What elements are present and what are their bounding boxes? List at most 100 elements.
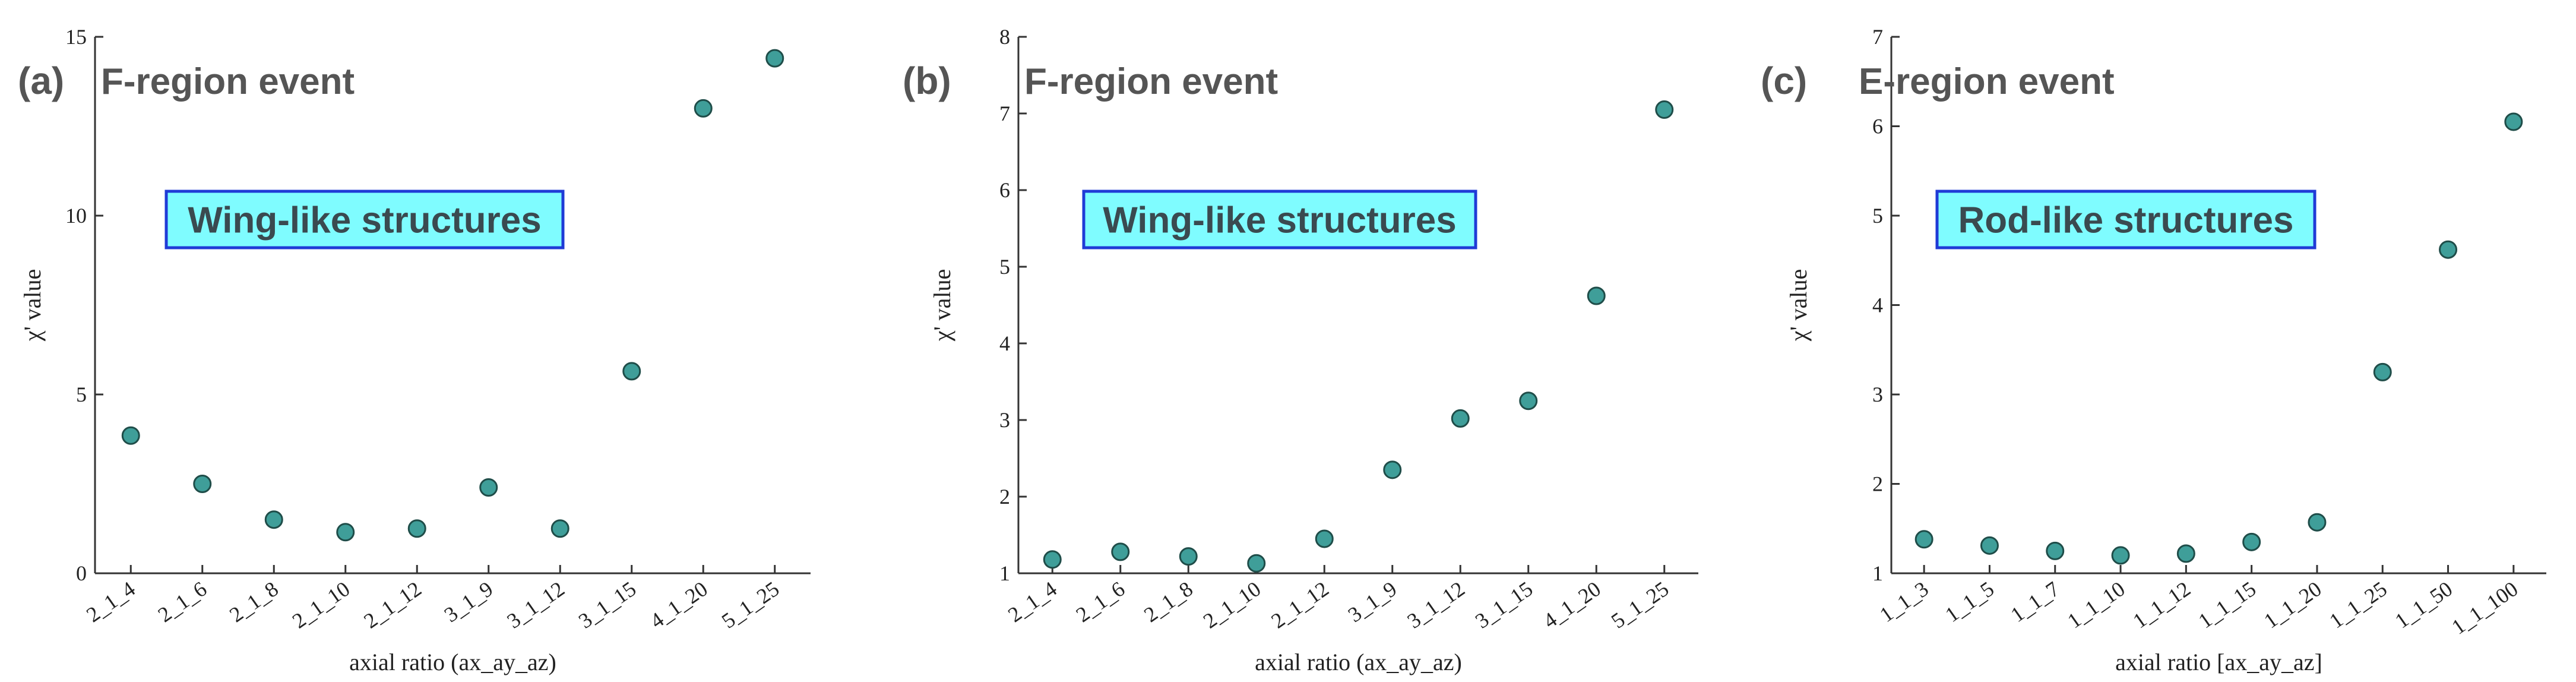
x-tick-label: 2_1_4 bbox=[82, 577, 140, 627]
data-point bbox=[1980, 536, 1999, 555]
y-axis-title: χ' value bbox=[19, 269, 46, 342]
data-point bbox=[1315, 529, 1334, 548]
data-point bbox=[1587, 286, 1606, 305]
y-tick-label: 2 bbox=[999, 485, 1010, 509]
x-tick-label: 3_1_12 bbox=[1403, 577, 1469, 633]
chart-panel-2: 1 2 3 4 5 6 7 8 2_1_4 2_1_6 2_1_8 2_1_10 2_1_12 3_1_9… bbox=[903, 25, 1698, 675]
x-axis-title: axial ratio [ax_ay_az] bbox=[2115, 649, 2322, 675]
x-tick-label: 2_1_4 bbox=[1004, 577, 1061, 627]
data-point bbox=[2504, 112, 2523, 131]
y-tick-label: 3 bbox=[999, 408, 1010, 432]
y-tick-label: 5 bbox=[999, 255, 1010, 279]
y-tick-label: 5 bbox=[1872, 204, 1883, 228]
x-tick-label: 1_1_5 bbox=[1941, 577, 1998, 627]
data-point bbox=[336, 523, 355, 542]
x-tick-label: 2_1_12 bbox=[1267, 577, 1333, 633]
data-point bbox=[479, 478, 498, 497]
data-point bbox=[1655, 100, 1674, 119]
x-tick-label: 3_1_12 bbox=[502, 577, 568, 633]
data-point bbox=[2176, 544, 2195, 563]
y-tick-label: 15 bbox=[65, 25, 87, 49]
annotation-text: Wing-like structures bbox=[1103, 200, 1456, 241]
data-point bbox=[2439, 240, 2458, 259]
y-axis-title: χ' value bbox=[929, 269, 955, 342]
data-point bbox=[1111, 542, 1130, 561]
x-tick-label: 2_1_10 bbox=[288, 577, 354, 633]
x-tick-label: 1_1_25 bbox=[2325, 577, 2391, 633]
y-tick-label: 1 bbox=[1872, 561, 1883, 585]
y-axis-title: χ' value bbox=[1785, 269, 1812, 342]
data-point bbox=[1179, 547, 1198, 566]
x-tick-label: 4_1_20 bbox=[645, 577, 711, 633]
data-point bbox=[1519, 391, 1538, 411]
data-point bbox=[2046, 541, 2065, 560]
data-point bbox=[694, 99, 713, 118]
chart-panel-3: 1 2 3 4 5 6 7 1_1_3 1_1_5 1_1_71_1_101_1_121_1_15… bbox=[1761, 25, 2546, 675]
data-point bbox=[264, 510, 283, 529]
x-tick-label: 2_1_12 bbox=[359, 577, 425, 633]
x-tick-label: 1_1_10 bbox=[2063, 577, 2129, 633]
x-tick-label: 3_1_9 bbox=[440, 577, 498, 627]
x-tick-label: 1_1_12 bbox=[2129, 577, 2195, 633]
y-tick-label: 3 bbox=[1872, 383, 1883, 406]
y-tick-label: 4 bbox=[1872, 293, 1883, 317]
annotation-box bbox=[1935, 190, 2316, 250]
x-tick-label: 4_1_20 bbox=[1539, 577, 1605, 633]
data-point bbox=[1914, 530, 1933, 549]
data-point bbox=[2308, 513, 2327, 532]
x-tick-label: 1_1_100 bbox=[2447, 577, 2522, 639]
y-tick-label: 2 bbox=[1872, 472, 1883, 496]
data-point bbox=[765, 49, 784, 68]
x-tick-label: 1_1_3 bbox=[1875, 577, 1933, 627]
x-tick-label: 5_1_25 bbox=[717, 577, 783, 633]
y-tick-label: 10 bbox=[65, 204, 87, 228]
x-tick-label: 1_1_15 bbox=[2194, 577, 2260, 633]
x-tick-label: 2_1_10 bbox=[1199, 577, 1265, 633]
y-tick-label: 7 bbox=[999, 102, 1010, 125]
panel-label: (a) bbox=[18, 59, 64, 102]
y-tick-label: 8 bbox=[999, 25, 1010, 49]
x-tick-label: 5_1_25 bbox=[1607, 577, 1673, 633]
data-point bbox=[1247, 554, 1266, 573]
x-tick-label: 1_1_50 bbox=[2391, 577, 2457, 633]
annotation-box bbox=[164, 190, 565, 250]
x-tick-label: 3_1_9 bbox=[1344, 577, 1401, 627]
x-tick-label: 1_1_20 bbox=[2259, 577, 2325, 633]
annotation-box bbox=[1082, 190, 1477, 250]
x-tick-label: 2_1_8 bbox=[225, 577, 283, 627]
y-tick-label: 7 bbox=[1872, 25, 1883, 49]
data-point bbox=[1451, 409, 1470, 428]
x-tick-label: 3_1_15 bbox=[574, 577, 640, 633]
panel-title: E-region event bbox=[1859, 61, 2115, 102]
data-point bbox=[1043, 550, 1062, 569]
x-tick-label: 1_1_7 bbox=[2007, 577, 2064, 627]
data-point bbox=[2111, 546, 2130, 565]
data-point bbox=[622, 362, 641, 381]
data-point bbox=[550, 519, 569, 538]
x-tick-label: 2_1_8 bbox=[1140, 577, 1197, 627]
x-tick-label: 3_1_15 bbox=[1471, 577, 1537, 633]
y-tick-label: 0 bbox=[76, 561, 87, 585]
panel-title: F-region event bbox=[1024, 61, 1278, 102]
data-point bbox=[1383, 460, 1402, 479]
panel-label: (b) bbox=[903, 59, 951, 102]
annotation-text: Rod-like structures bbox=[1958, 200, 2293, 241]
x-tick-label: 2_1_6 bbox=[154, 577, 211, 627]
annotation-text: Wing-like structures bbox=[188, 200, 541, 241]
y-tick-label: 4 bbox=[999, 331, 1010, 355]
y-tick-label: 6 bbox=[999, 178, 1010, 202]
data-point bbox=[193, 475, 212, 493]
x-axis-title: axial ratio (ax_ay_az) bbox=[349, 649, 556, 675]
data-point bbox=[2242, 532, 2261, 551]
x-tick-label: 2_1_6 bbox=[1072, 577, 1129, 627]
y-tick-label: 5 bbox=[76, 383, 87, 406]
data-point bbox=[2373, 362, 2392, 381]
x-axis-title: axial ratio (ax_ay_az) bbox=[1255, 649, 1462, 675]
y-tick-label: 6 bbox=[1872, 115, 1883, 138]
panel-label: (c) bbox=[1761, 59, 1807, 102]
data-point bbox=[407, 519, 426, 538]
y-tick-label: 1 bbox=[999, 561, 1010, 585]
data-point bbox=[121, 426, 140, 445]
